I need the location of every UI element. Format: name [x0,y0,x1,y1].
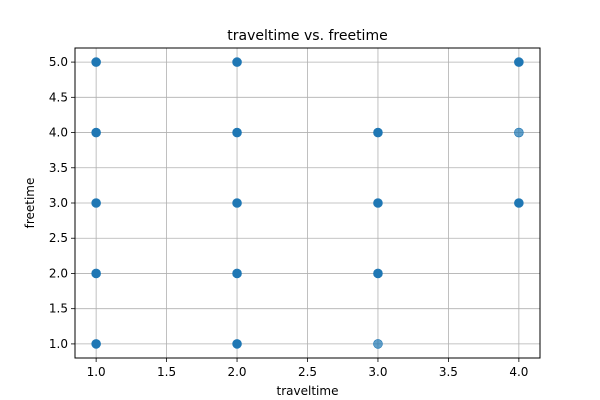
data-point [373,268,383,279]
data-point [232,57,242,67]
data-point [91,198,101,208]
x-tick-label: 4.0 [509,365,528,379]
y-tick-label: 2.0 [49,266,68,280]
data-point [373,127,383,138]
x-tick-label: 1.0 [87,365,106,379]
y-tick-label: 2.5 [49,231,68,245]
data-point [91,339,101,349]
x-tick-label: 3.5 [439,365,458,379]
data-point [91,127,101,138]
y-tick-label: 3.0 [49,196,68,210]
data-point [514,198,524,208]
y-tick-label: 4.0 [49,126,68,140]
chart-title: traveltime vs. freetime [227,28,387,44]
data-point [232,127,242,138]
y-tick-label: 4.5 [49,90,68,104]
y-tick-label: 3.5 [49,161,68,175]
y-axis-label: freetime [23,178,37,229]
data-point [232,339,242,349]
y-tick-label: 1.0 [49,337,68,351]
data-point [232,198,242,208]
data-point [91,268,101,279]
data-point [91,57,101,67]
x-axis-label: traveltime [277,384,339,398]
y-axis-ticks: 1.0 1.5 2.0 2.5 3.0 3.5 4.0 4.5 5.0 [49,55,75,351]
x-tick-label: 2.0 [227,365,246,379]
x-tick-label: 1.5 [157,365,176,379]
y-tick-label: 5.0 [49,55,68,69]
data-point [514,127,524,138]
x-axis-ticks: 1.0 1.5 2.0 2.5 3.0 3.5 4.0 [87,358,528,379]
data-point [373,339,383,349]
data-point [232,268,242,279]
data-point [514,57,524,67]
data-points [91,57,524,349]
y-tick-label: 1.5 [49,302,68,316]
x-tick-label: 3.0 [368,365,387,379]
x-tick-label: 2.5 [298,365,317,379]
data-point [373,198,383,208]
